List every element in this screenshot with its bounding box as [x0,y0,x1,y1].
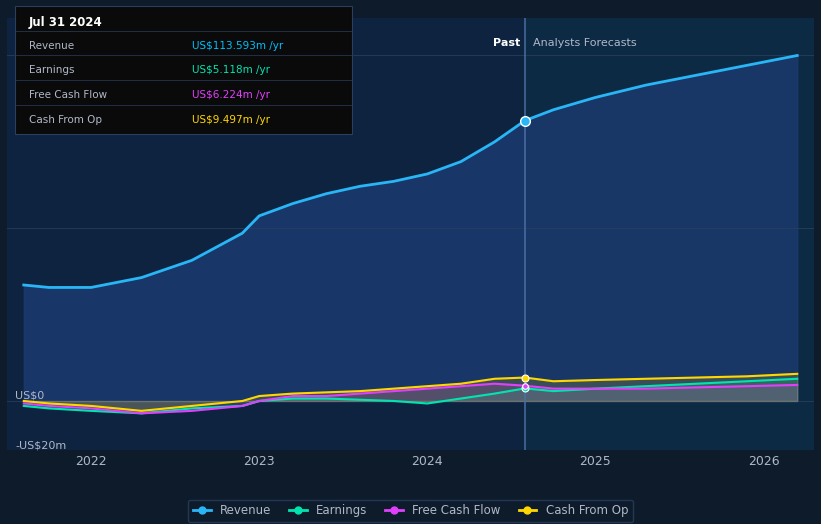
Text: Jul 31 2024: Jul 31 2024 [29,16,103,29]
Text: US$0: US$0 [16,391,44,401]
Legend: Revenue, Earnings, Free Cash Flow, Cash From Op: Revenue, Earnings, Free Cash Flow, Cash … [188,500,633,522]
Text: Free Cash Flow: Free Cash Flow [29,90,107,100]
Text: US$6.224m /yr: US$6.224m /yr [192,90,270,100]
Text: US$113.593m /yr: US$113.593m /yr [192,41,283,51]
Text: Past: Past [493,38,520,48]
Text: -US$20m: -US$20m [16,440,67,450]
Text: US$140m: US$140m [16,46,70,56]
Bar [525,18,814,450]
Text: US$9.497m /yr: US$9.497m /yr [192,115,270,125]
Text: US$5.118m /yr: US$5.118m /yr [192,66,270,75]
Text: Earnings: Earnings [29,66,75,75]
Text: Revenue: Revenue [29,41,74,51]
Text: Analysts Forecasts: Analysts Forecasts [534,38,637,48]
Bar [7,18,525,450]
Text: Cash From Op: Cash From Op [29,115,102,125]
FancyBboxPatch shape [16,6,351,135]
